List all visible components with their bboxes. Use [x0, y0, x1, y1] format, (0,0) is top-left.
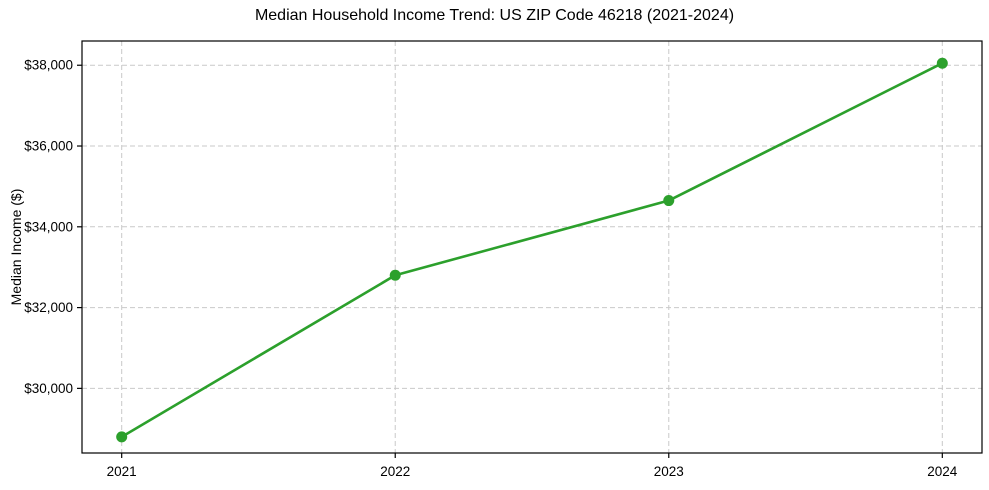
plot-border [81, 40, 983, 454]
y-tick-label: $34,000 [24, 219, 73, 234]
data-point-marker [663, 195, 675, 207]
trend-line [120, 61, 944, 439]
x-tick-label: 2024 [927, 464, 958, 479]
x-tick-label: 2021 [107, 464, 137, 479]
y-tick-label: $30,000 [24, 381, 73, 396]
chart-title: Median Household Income Trend: US ZIP Co… [254, 7, 735, 24]
plot-background [82, 41, 982, 453]
data-point-marker [116, 431, 128, 443]
x-tick-label: 2022 [380, 464, 410, 479]
y-tick-label: $38,000 [24, 58, 73, 73]
y-tick-label: $32,000 [24, 300, 73, 315]
x-tick-label: 2023 [654, 464, 684, 479]
data-point-marker [389, 269, 401, 281]
data-point-marker [936, 57, 948, 69]
y-tick-label: $36,000 [24, 139, 73, 154]
